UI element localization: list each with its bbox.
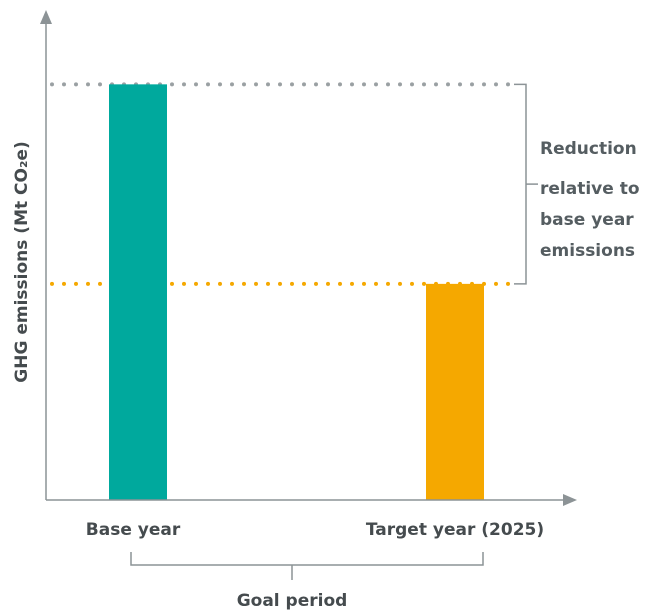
reduction-annotation-line: emissions [540, 241, 635, 261]
target-year-bar [426, 283, 484, 500]
reduction-annotation-line: base year [540, 210, 634, 230]
goal-period-bracket [130, 552, 484, 580]
goal-period-label: Goal period [237, 591, 348, 611]
axes [40, 10, 577, 506]
x-tick-label: Target year (2025) [366, 520, 544, 540]
reduction-annotation-line: Reduction [540, 139, 637, 159]
y-axis-label: GHG emissions (Mt CO₂e) [12, 141, 32, 382]
base-year-bar [109, 84, 167, 500]
x-tick-label: Base year [86, 520, 181, 540]
reduction-annotation-line: relative to [540, 179, 640, 199]
reduction-bracket [514, 83, 538, 285]
reduction-bracket-line [514, 83, 527, 285]
y-axis-arrow-icon [40, 10, 52, 24]
x-axis-arrow-icon [563, 494, 577, 506]
bars [109, 84, 484, 500]
reduction-annotation: Reduction relative to base year emission… [540, 139, 640, 261]
